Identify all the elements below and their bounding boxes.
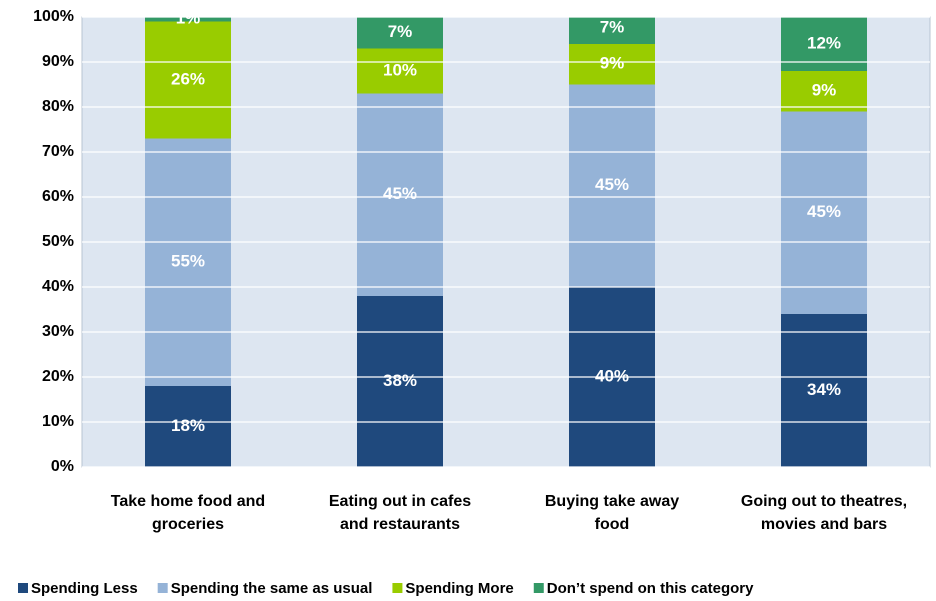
value-label: 12% [807, 33, 841, 52]
bar-segment [569, 17, 655, 44]
x-tick-label: Eating out in cafes [329, 493, 471, 510]
value-label: 18% [171, 416, 205, 435]
legend-swatch [157, 583, 168, 593]
bar-segment [781, 111, 867, 314]
x-tick-label: Buying take away [545, 493, 679, 510]
x-tick-label: food [595, 516, 630, 533]
value-label: 7% [600, 18, 625, 37]
value-label: 40% [595, 366, 629, 385]
value-label: 7% [388, 22, 413, 41]
bar-segment [357, 48, 443, 94]
x-tick-label: groceries [152, 516, 224, 533]
y-tick-label: 50% [42, 233, 74, 250]
x-tick-label: and restaurants [340, 516, 460, 533]
legend-swatch [392, 583, 403, 593]
y-tick-label: 100% [33, 8, 74, 25]
value-label: 38% [383, 371, 417, 390]
bar-segment [145, 17, 231, 22]
y-tick-label: 80% [42, 98, 74, 115]
y-tick-label: 70% [42, 143, 74, 160]
x-tick-label: movies and bars [761, 516, 887, 533]
x-tick-label: Take home food and [111, 493, 265, 510]
y-tick-label: 30% [42, 323, 74, 340]
bar-segment [145, 21, 231, 139]
legend-label: Spending More [405, 580, 513, 597]
legend-swatch [18, 583, 28, 593]
value-label: 9% [812, 81, 837, 100]
value-label: 45% [807, 202, 841, 221]
y-tick-label: 10% [42, 413, 74, 430]
y-tick-label: 60% [42, 188, 74, 205]
legend-label: Spending the same as usual [171, 580, 373, 597]
value-label: 9% [600, 54, 625, 73]
bar-segment [781, 314, 867, 467]
legend-label: Don’t spend on this category [547, 580, 754, 597]
bar-segment [357, 93, 443, 296]
bar-segment [145, 138, 231, 386]
y-tick-label: 20% [42, 368, 74, 385]
bar-segment [569, 44, 655, 85]
bar-segment [357, 17, 443, 49]
y-tick-label: 0% [51, 458, 74, 475]
bar-segment [145, 386, 231, 467]
value-label: 26% [171, 69, 205, 88]
value-label: 45% [595, 175, 629, 194]
value-label: 45% [383, 184, 417, 203]
legend-label: Spending Less [31, 580, 138, 597]
legend-swatch [533, 583, 544, 593]
value-label: 34% [807, 380, 841, 399]
value-label: 55% [171, 252, 205, 271]
y-tick-label: 40% [42, 278, 74, 295]
bar-segment [781, 71, 867, 112]
bars: 18% 55% 26% 1% 38% 45% 10% 7% 40% 45% 9% 7% 34% 45% 9%… [145, 9, 867, 467]
bar-segment [569, 84, 655, 287]
value-label: 1% [176, 9, 201, 28]
value-label: 10% [383, 60, 417, 79]
x-tick-label: Going out to theatres, [741, 493, 907, 510]
y-tick-label: 90% [42, 53, 74, 70]
bar-segment [357, 296, 443, 467]
